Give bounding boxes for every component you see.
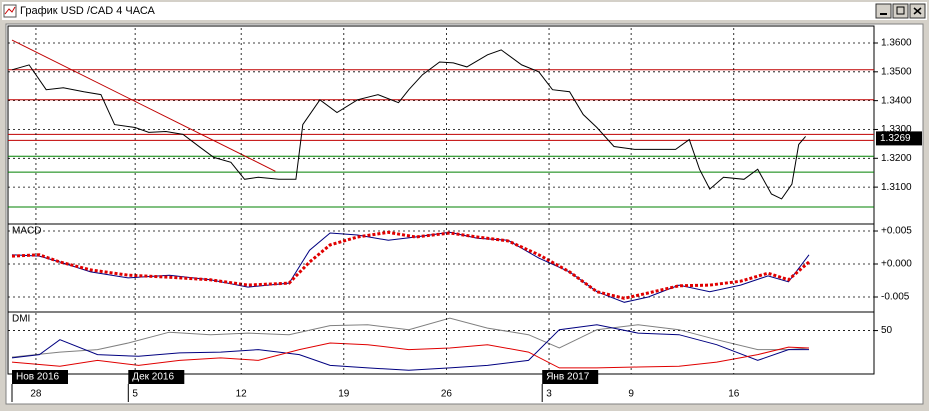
y-tick-label: -0.005 <box>881 292 910 303</box>
x-tick-label: 26 <box>441 389 453 400</box>
chart-area <box>5 23 924 405</box>
dmi-panel <box>7 311 875 375</box>
month-label: Янв 2017 <box>546 372 590 383</box>
panel-title: DMI <box>12 314 30 325</box>
x-tick-label: 19 <box>338 389 350 400</box>
line-series <box>11 324 809 371</box>
line-series <box>11 317 810 358</box>
month-box <box>12 370 68 384</box>
window-buttons[interactable] <box>875 3 926 19</box>
maximize-icon <box>896 6 905 15</box>
x-tick-label: 5 <box>132 389 138 400</box>
x-tick-label: 16 <box>728 389 740 400</box>
y-tick-label: 50 <box>881 325 893 336</box>
panel-title: MACD <box>12 226 41 237</box>
last-price-label: 1.3269 <box>880 133 911 144</box>
y-tick-label: 1.3600 <box>881 38 912 49</box>
plot-layer: 1.3600 1.3500 1.3400 1.3300 1.3200 1.3100 1.32… <box>8 28 922 402</box>
month-box <box>128 370 185 384</box>
maximize-button[interactable] <box>892 3 909 19</box>
close-icon <box>913 7 922 15</box>
line-series <box>11 230 810 300</box>
x-tick-label: 3 <box>546 389 552 400</box>
line-series <box>11 342 810 369</box>
trend-line <box>11 39 276 172</box>
y-tick-label: 1.3100 <box>881 182 912 193</box>
window-title: График USD /CAD 4 ЧАСА <box>20 5 156 17</box>
x-tick-label: 9 <box>628 389 634 400</box>
y-tick-label: +0.000 <box>881 259 912 270</box>
x-tick-label: 28 <box>30 389 42 400</box>
y-tick-label: 1.3300 <box>881 124 912 135</box>
month-label: Нов 2016 <box>16 372 60 383</box>
window-icon <box>4 6 16 15</box>
last-price-box <box>876 131 922 146</box>
x-tick-label: 12 <box>236 389 248 400</box>
minimize-button[interactable] <box>875 3 892 19</box>
month-box <box>542 370 599 384</box>
y-tick-label: 1.3400 <box>881 95 912 106</box>
y-tick-label: 1.3500 <box>881 66 912 77</box>
y-tick-label: 1.3200 <box>881 153 912 164</box>
month-label: Дек 2016 <box>132 372 174 383</box>
window-icon <box>3 4 17 18</box>
line-series <box>11 49 806 200</box>
title-bar <box>2 2 927 20</box>
y-tick-label: +0.005 <box>881 226 912 237</box>
